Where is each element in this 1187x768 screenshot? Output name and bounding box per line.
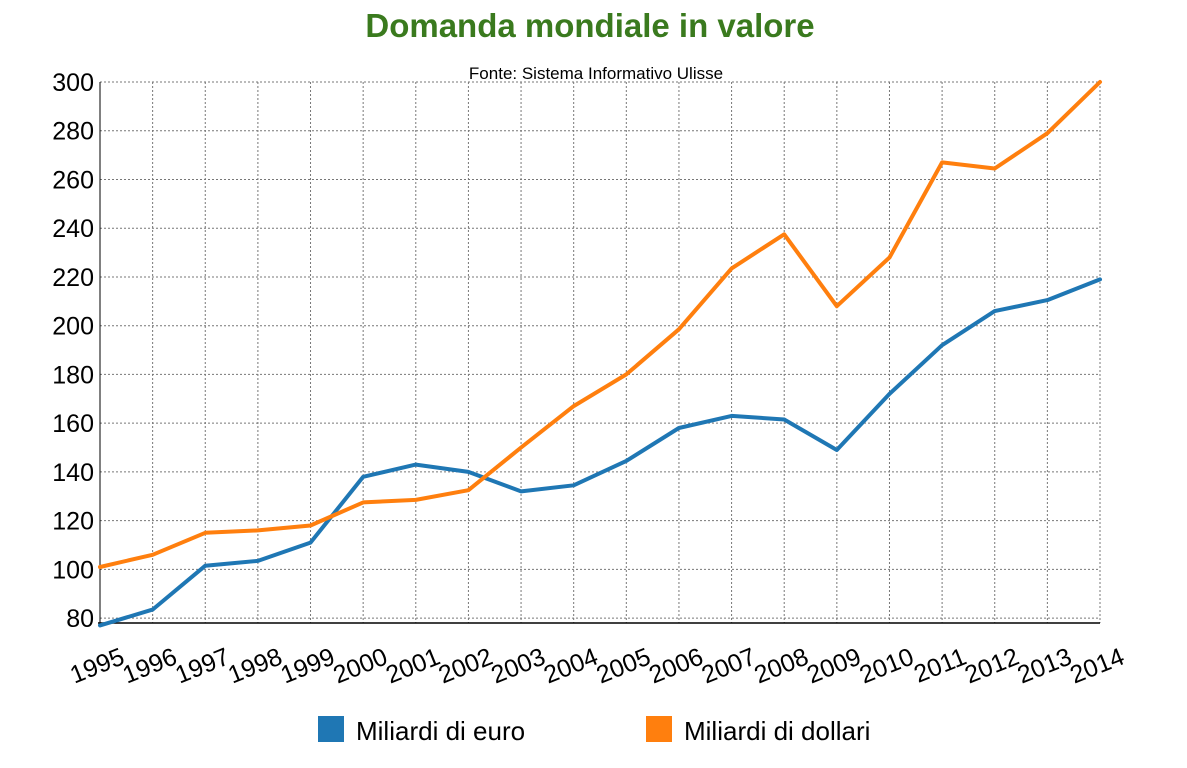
legend-label-2: Miliardi di dollari (684, 716, 870, 746)
y-tick-label: 180 (52, 361, 94, 389)
y-tick-label: 260 (52, 166, 94, 194)
x-tick-label: 2010 (856, 643, 918, 690)
x-tick-label: 2014 (1066, 643, 1128, 690)
y-tick-label: 200 (52, 313, 94, 341)
x-axis-tick-labels: 1995199619971998199920002001200220032004… (66, 643, 1128, 690)
legend-swatch-2 (646, 716, 672, 742)
y-tick-label: 240 (52, 215, 94, 243)
y-axis-tick-labels: 80 100 120 140 160 180 200 220 240 260 280 300 (52, 69, 94, 633)
chart-subtitle: Fonte: Sistema Informativo Ulisse (469, 64, 723, 83)
series-line-2 (98, 80, 1102, 569)
y-tick-label: 120 (52, 508, 94, 536)
chart-title: Domanda mondiale in valore (365, 7, 814, 44)
y-tick-label: 220 (52, 264, 94, 292)
y-tick-label: 280 (52, 118, 94, 146)
axes (98, 82, 1100, 624)
y-tick-label: 300 (52, 69, 94, 97)
legend-label-1: Miliardi di euro (356, 716, 525, 746)
legend: Miliardi di euro Miliardi di dollari (318, 716, 870, 746)
y-tick-label: 140 (52, 459, 94, 487)
series-lines (98, 80, 1102, 628)
y-tick-label: 100 (52, 556, 94, 584)
y-tick-label: 160 (52, 410, 94, 438)
legend-swatch-1 (318, 716, 344, 742)
series-line-1 (98, 277, 1102, 628)
y-tick-label: 80 (66, 605, 94, 633)
